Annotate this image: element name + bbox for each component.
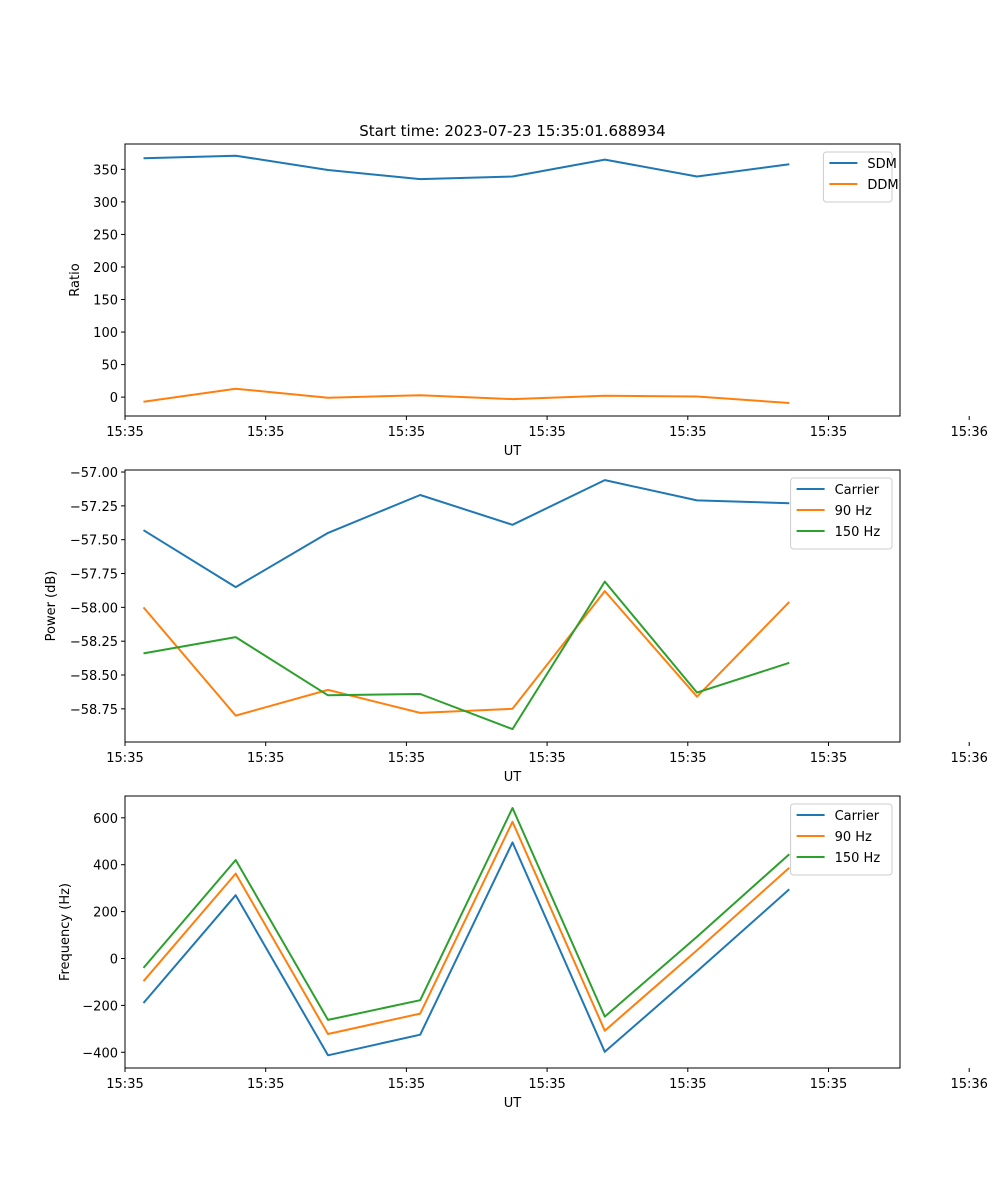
legend-box: [822, 151, 893, 203]
series-line-carrier: [142, 841, 790, 1057]
chart-panel-1: Start time: 2023-07-23 15:35:01.688934 15…: [68, 122, 988, 459]
legend-label: 150 Hz: [835, 851, 881, 866]
x-tick-label: 15:35: [247, 425, 284, 440]
x-tick-label: 15:36: [950, 751, 987, 766]
legend-label: Carrier: [835, 809, 880, 824]
axes-frame: [124, 795, 901, 1069]
y-tick-label: 50: [101, 359, 118, 374]
legend-label: 90 Hz: [835, 504, 872, 519]
legend-label: Carrier: [835, 483, 880, 498]
legend-label: DDM: [867, 178, 898, 193]
legend-label: SDM: [867, 157, 896, 172]
chart-panel-2: 15:35 15:35 15:35 15:35 15:35 15:35 15:36 −58.7…: [44, 466, 988, 785]
y-tick-label: 300: [93, 196, 118, 211]
axes-frame: [124, 143, 901, 417]
x-tick-label: 15:35: [106, 751, 143, 766]
y-tick-label: −400: [82, 1046, 118, 1061]
series-line-sdm: [143, 154, 790, 181]
x-tick-label: 15:35: [106, 1077, 143, 1092]
legend-label: 90 Hz: [835, 830, 872, 845]
series-line-carrier: [142, 479, 790, 589]
x-tick-label: 15:35: [388, 1077, 425, 1092]
x-tick-label: 15:35: [810, 425, 847, 440]
x-tick-label: 15:35: [810, 751, 847, 766]
x-tick-label: 15:35: [528, 751, 565, 766]
x-tick-label: 15:35: [388, 425, 425, 440]
legend: Carrier 90 Hz 150 Hz: [790, 803, 893, 876]
x-tick-label: 15:36: [950, 1077, 987, 1092]
series-line-150-hz: [143, 580, 790, 731]
series-line-150-hz: [142, 807, 790, 1021]
x-tick-label: 15:36: [950, 425, 987, 440]
axes-frame: [124, 469, 901, 743]
x-tick-label: 15:35: [810, 1077, 847, 1092]
y-tick-label: −58.50: [70, 669, 118, 684]
chart-panel-3: 15:35 15:35 15:35 15:35 15:35 15:35 15:36 −400 −…: [58, 795, 988, 1111]
x-tick-label: 15:35: [528, 425, 565, 440]
y-tick-label: 400: [93, 859, 118, 874]
y-axis-label: Power (dB): [44, 571, 59, 642]
series-line-ddm: [143, 387, 790, 404]
y-tick-label: 350: [93, 163, 118, 178]
y-tick-label: 200: [93, 906, 118, 921]
x-tick-label: 15:35: [669, 751, 706, 766]
x-tick-label: 15:35: [388, 751, 425, 766]
y-tick-label: −57.25: [70, 500, 118, 515]
chart-title: Start time: 2023-07-23 15:35:01.688934: [359, 122, 665, 140]
x-tick-label: 15:35: [528, 1077, 565, 1092]
legend-label: 150 Hz: [835, 525, 881, 540]
y-axis-label: Ratio: [68, 263, 83, 296]
y-tick-label: −57.00: [70, 466, 118, 481]
y-tick-label: −58.00: [70, 601, 118, 616]
y-tick-label: −58.75: [70, 703, 118, 718]
x-axis-label: UT: [504, 770, 522, 785]
y-tick-label: −57.50: [70, 534, 118, 549]
series-line-90-hz: [142, 820, 790, 1035]
x-tick-label: 15:35: [669, 425, 706, 440]
legend: Carrier 90 Hz 150 Hz: [790, 477, 893, 550]
y-tick-label: 100: [93, 326, 118, 341]
y-tick-label: −58.25: [70, 635, 118, 650]
y-tick-label: −200: [82, 999, 118, 1014]
y-tick-label: 0: [110, 952, 118, 967]
y-tick-label: −57.75: [70, 568, 118, 583]
y-tick-label: 250: [93, 228, 118, 243]
x-tick-label: 15:35: [247, 1077, 284, 1092]
y-tick-label: 0: [110, 391, 118, 406]
legend: SDM DDM: [822, 151, 899, 203]
x-tick-label: 15:35: [669, 1077, 706, 1092]
x-axis-label: UT: [504, 1096, 522, 1111]
x-axis-label: UT: [504, 444, 522, 459]
y-tick-label: 150: [93, 294, 118, 309]
y-axis-label: Frequency (Hz): [58, 883, 73, 981]
y-tick-label: 200: [93, 261, 118, 276]
x-tick-label: 15:35: [106, 425, 143, 440]
x-tick-label: 15:35: [247, 751, 284, 766]
y-tick-label: 600: [93, 812, 118, 827]
